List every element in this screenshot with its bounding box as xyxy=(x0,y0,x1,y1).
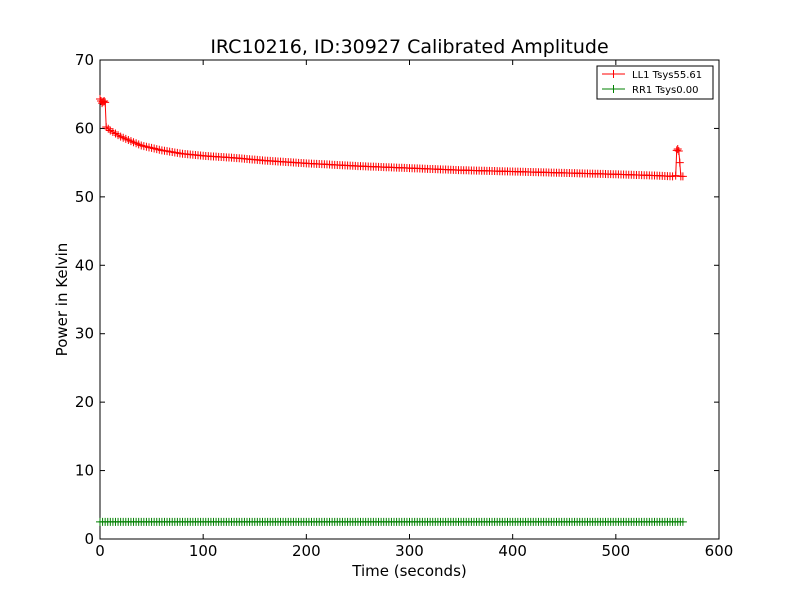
x-tick-label: 200 xyxy=(292,542,321,560)
data-point xyxy=(104,124,113,133)
x-tick-label: 400 xyxy=(498,542,527,560)
chart-title: IRC10216, ID:30927 Calibrated Amplitude xyxy=(210,36,608,58)
series-1 xyxy=(96,95,687,181)
legend-box xyxy=(596,65,714,100)
data-point xyxy=(101,98,110,107)
y-tick-label: 30 xyxy=(75,325,94,343)
x-tick-label: 100 xyxy=(189,542,218,560)
data-point xyxy=(678,517,687,526)
plot-frame xyxy=(99,59,720,540)
plot-area xyxy=(99,59,720,540)
data-point xyxy=(678,172,687,181)
data-point xyxy=(674,147,683,156)
y-axis-label: Power in Kelvin xyxy=(53,243,71,357)
legend-marker xyxy=(609,85,618,93)
y-axis: 0 10 20 30 40 50 60 70 xyxy=(75,51,719,548)
y-tick-label: 50 xyxy=(75,188,94,206)
x-tick-label: 300 xyxy=(395,542,424,560)
legend-marker xyxy=(609,70,618,78)
data-point xyxy=(672,146,681,155)
x-axis: 0 100 200 300 400 500 600 xyxy=(95,60,733,560)
data-point xyxy=(673,144,682,153)
x-tick-label: 600 xyxy=(705,542,734,560)
data-point xyxy=(671,171,680,180)
legend-label: LL1 Tsys55.61 xyxy=(632,70,702,81)
x-axis-label: Time (seconds) xyxy=(351,562,467,580)
x-tick-label: 500 xyxy=(602,542,631,560)
data-point xyxy=(102,123,111,132)
y-tick-label: 10 xyxy=(75,462,94,480)
y-tick-label: 0 xyxy=(84,530,94,548)
y-tick-label: 70 xyxy=(75,51,94,69)
series-2 xyxy=(96,517,687,526)
legend: LL1 Tsys55.61 RR1 Tsys0.00 xyxy=(596,65,714,100)
y-tick-label: 40 xyxy=(75,256,94,274)
y-tick-label: 60 xyxy=(75,119,94,137)
legend-label: RR1 Tsys0.00 xyxy=(632,85,699,96)
data-point xyxy=(675,158,684,167)
x-tick-label: 0 xyxy=(95,542,105,560)
y-tick-label: 20 xyxy=(75,393,94,411)
data-point xyxy=(99,97,108,106)
data-point xyxy=(100,97,109,106)
series-layer xyxy=(96,95,687,526)
